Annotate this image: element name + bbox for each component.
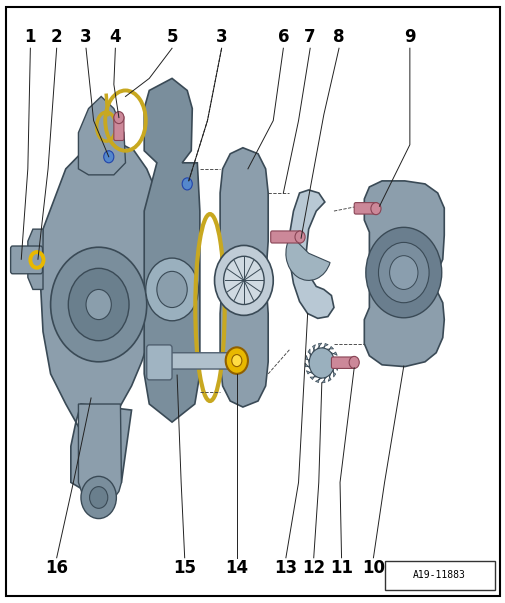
Polygon shape	[364, 181, 443, 367]
FancyBboxPatch shape	[354, 203, 377, 214]
Text: 2: 2	[51, 28, 62, 46]
Text: 6: 6	[277, 28, 288, 46]
Text: 7: 7	[304, 28, 315, 46]
Text: A19-11883: A19-11883	[413, 570, 465, 580]
Circle shape	[104, 151, 114, 163]
FancyBboxPatch shape	[11, 246, 42, 274]
FancyBboxPatch shape	[146, 345, 172, 380]
Polygon shape	[330, 352, 336, 355]
Polygon shape	[78, 404, 121, 504]
Circle shape	[231, 355, 241, 367]
FancyBboxPatch shape	[331, 357, 355, 368]
Polygon shape	[28, 229, 43, 289]
FancyBboxPatch shape	[270, 231, 301, 243]
Bar	[384, 561, 494, 590]
Circle shape	[294, 231, 305, 243]
Polygon shape	[308, 349, 311, 357]
Polygon shape	[321, 377, 326, 383]
Circle shape	[86, 289, 111, 320]
Polygon shape	[332, 369, 335, 377]
Text: 10: 10	[361, 559, 384, 577]
Polygon shape	[316, 343, 321, 349]
Polygon shape	[315, 378, 321, 382]
Circle shape	[365, 227, 441, 318]
Circle shape	[389, 256, 417, 289]
Circle shape	[182, 178, 192, 190]
Text: 8: 8	[333, 28, 344, 46]
Circle shape	[309, 348, 334, 378]
Circle shape	[223, 256, 264, 305]
Polygon shape	[306, 371, 312, 374]
Wedge shape	[285, 236, 329, 280]
Circle shape	[68, 268, 129, 341]
Circle shape	[378, 242, 428, 303]
Text: 3: 3	[80, 28, 91, 46]
Circle shape	[370, 203, 380, 215]
Circle shape	[89, 487, 108, 508]
Text: 12: 12	[301, 559, 325, 577]
Polygon shape	[310, 376, 316, 379]
Polygon shape	[333, 357, 338, 363]
Polygon shape	[159, 353, 235, 371]
Text: 16: 16	[45, 559, 68, 577]
Circle shape	[225, 347, 247, 374]
Circle shape	[114, 112, 124, 124]
Text: 4: 4	[110, 28, 121, 46]
Circle shape	[214, 245, 273, 315]
Polygon shape	[321, 344, 328, 348]
Text: 14: 14	[225, 559, 248, 577]
Circle shape	[81, 476, 116, 519]
Polygon shape	[220, 148, 268, 407]
Text: 13: 13	[274, 559, 297, 577]
Polygon shape	[328, 374, 330, 381]
Text: 3: 3	[216, 28, 227, 46]
Polygon shape	[326, 347, 333, 350]
Circle shape	[157, 271, 187, 308]
Polygon shape	[312, 345, 315, 352]
Polygon shape	[305, 363, 310, 369]
Text: 11: 11	[329, 559, 352, 577]
Polygon shape	[305, 355, 309, 363]
Polygon shape	[289, 190, 333, 318]
Polygon shape	[40, 139, 162, 488]
Polygon shape	[144, 78, 199, 422]
Text: 15: 15	[173, 559, 196, 577]
Circle shape	[50, 247, 146, 362]
Polygon shape	[334, 363, 337, 371]
Text: 1: 1	[25, 28, 36, 46]
Text: 9: 9	[403, 28, 415, 46]
FancyBboxPatch shape	[114, 116, 124, 140]
Circle shape	[145, 258, 198, 321]
Circle shape	[348, 356, 359, 368]
Polygon shape	[78, 96, 125, 175]
Text: 5: 5	[166, 28, 177, 46]
